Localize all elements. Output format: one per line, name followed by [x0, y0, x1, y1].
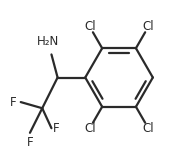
- Text: Cl: Cl: [142, 20, 154, 33]
- Text: H₂N: H₂N: [37, 35, 60, 48]
- Text: F: F: [9, 96, 16, 109]
- Text: F: F: [27, 136, 33, 149]
- Text: Cl: Cl: [84, 20, 96, 33]
- Text: Cl: Cl: [142, 122, 154, 135]
- Text: F: F: [53, 122, 60, 135]
- Text: Cl: Cl: [84, 122, 96, 135]
